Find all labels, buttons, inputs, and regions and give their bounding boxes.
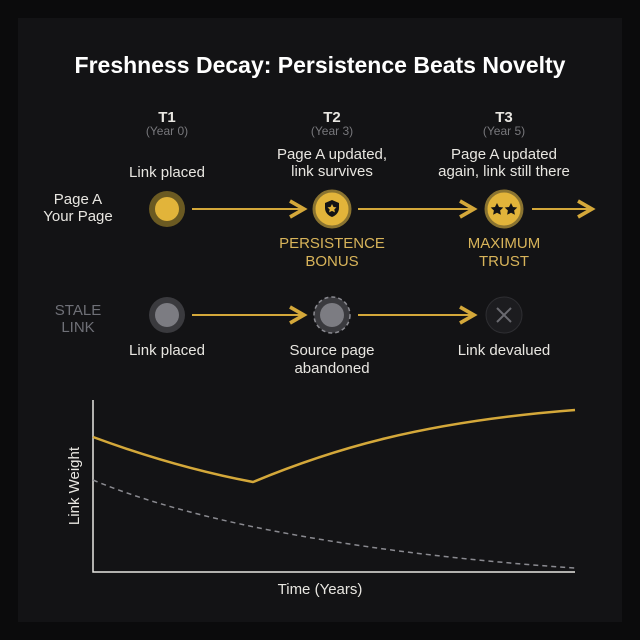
column-sub: (Year 3): [311, 124, 353, 138]
x-axis-label: Time (Years): [278, 581, 363, 598]
infographic: Freshness Decay: Persistence Beats Novel…: [0, 0, 640, 640]
fresh-event: Link placed: [129, 164, 205, 181]
fresh-event: Page A updated: [451, 146, 557, 163]
fresh-event: again, link still there: [438, 163, 570, 180]
badge: BONUS: [305, 253, 358, 270]
stale-event: Link devalued: [458, 342, 551, 359]
stale-event: abandoned: [294, 360, 369, 377]
fresh-event: Page A updated,: [277, 146, 387, 163]
badge: PERSISTENCE: [279, 235, 385, 252]
stale-event: Link placed: [129, 342, 205, 359]
row-label: STALE: [55, 302, 101, 319]
y-axis-label: Link Weight: [66, 446, 83, 525]
badge: MAXIMUM: [468, 235, 541, 252]
fresh-event: link survives: [291, 163, 373, 180]
row-label: Your Page: [43, 208, 113, 225]
badge: TRUST: [479, 253, 529, 270]
row-label: LINK: [61, 319, 94, 336]
column-sub: (Year 0): [146, 124, 188, 138]
stale-event: Source page: [289, 342, 374, 359]
title: Freshness Decay: Persistence Beats Novel…: [75, 52, 566, 78]
column-sub: (Year 5): [483, 124, 525, 138]
row-label: Page A: [54, 191, 102, 208]
